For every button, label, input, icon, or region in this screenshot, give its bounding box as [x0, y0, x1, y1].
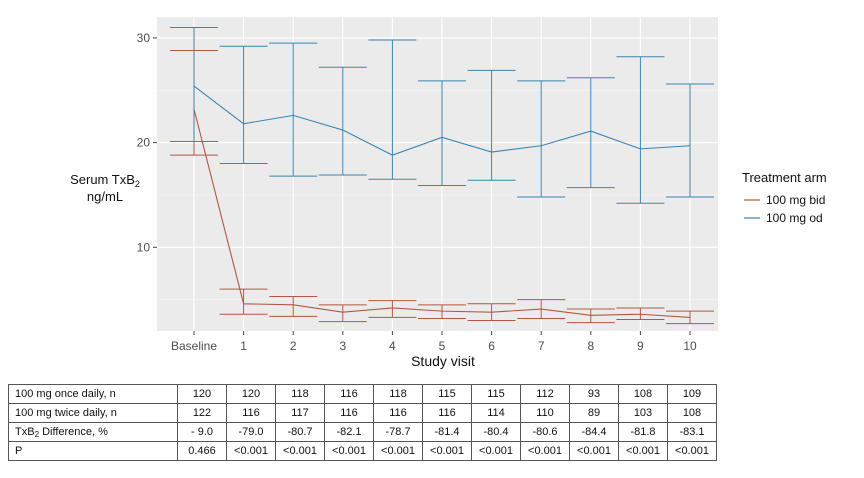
series-line — [193, 85, 691, 156]
x-axis-ticks: Baseline 1 2 3 4 5 6 7 8 9 10 — [171, 331, 697, 353]
table-cell: 108 — [618, 384, 668, 404]
series-od — [170, 26, 714, 204]
y-axis-label: Serum TxB2 — [70, 172, 140, 189]
table-cell: -80.4 — [471, 422, 521, 442]
table-cell: 115 — [471, 384, 521, 404]
row-label-once-daily: 100 mg once daily, n — [8, 384, 178, 404]
table-cell: 110 — [520, 403, 570, 423]
table-cell: <0.001 — [569, 441, 619, 461]
x-tick-label: 1 — [240, 339, 247, 353]
x-axis-label: Study visit — [411, 353, 475, 369]
table-cell: 0.466 — [177, 441, 227, 461]
table-cell: 89 — [569, 403, 619, 423]
table-cell: 120 — [226, 384, 276, 404]
table-cell: -81.8 — [618, 422, 668, 442]
x-tick-label: 10 — [683, 339, 697, 353]
table-cell: 117 — [275, 403, 325, 423]
x-tick-label: 2 — [290, 339, 297, 353]
y-tick-label: 20 — [137, 136, 151, 150]
y-tick-label: 10 — [137, 240, 151, 254]
legend-label-bid: 100 mg bid — [766, 193, 825, 207]
table-cell: -79.0 — [226, 422, 276, 442]
table-cell: - 9.0 — [177, 422, 227, 442]
chart: 10 20 30 Baseline 1 2 3 4 5 6 7 8 9 10 Serum TxB2 ng… — [70, 17, 827, 369]
legend-label-od: 100 mg od — [766, 211, 823, 225]
summary-table: 100 mg once daily, n 120 120 118 116 118… — [8, 384, 717, 461]
x-tick-label: Baseline — [171, 339, 217, 353]
table-cell: 108 — [667, 403, 717, 423]
legend-title: Treatment arm — [742, 170, 827, 185]
table-cell: -83.1 — [667, 422, 717, 442]
table-cell: -80.6 — [520, 422, 570, 442]
table-cell: -80.7 — [275, 422, 325, 442]
x-tick-label: 4 — [389, 339, 396, 353]
row-label-difference: TxB2 Difference, % — [8, 422, 178, 442]
table-cell: -82.1 — [324, 422, 374, 442]
row-label-p: P — [8, 441, 178, 461]
table-cell: <0.001 — [471, 441, 521, 461]
table-cell: 120 — [177, 384, 227, 404]
table-cell: 109 — [667, 384, 717, 404]
table-row: 100 mg twice daily, n 122 116 117 116 11… — [8, 403, 717, 423]
table-cell: <0.001 — [226, 441, 276, 461]
table-cell: <0.001 — [667, 441, 717, 461]
table-cell: <0.001 — [422, 441, 472, 461]
table-cell: <0.001 — [520, 441, 570, 461]
table-row: TxB2 Difference, % - 9.0 -79.0 -80.7 -82… — [8, 422, 717, 442]
table-cell: 118 — [275, 384, 325, 404]
table-cell: <0.001 — [324, 441, 374, 461]
table-cell: <0.001 — [275, 441, 325, 461]
table-cell: 116 — [422, 403, 472, 423]
series-bid — [170, 49, 714, 325]
table-cell: 114 — [471, 403, 521, 423]
series-line — [193, 108, 691, 318]
table-cell: <0.001 — [373, 441, 423, 461]
y-tick-label: 30 — [137, 31, 151, 45]
table-cell: 116 — [324, 384, 374, 404]
table-cell: 122 — [177, 403, 227, 423]
x-tick-label: 7 — [538, 339, 545, 353]
table-cell: -78.7 — [373, 422, 423, 442]
table-cell: <0.001 — [618, 441, 668, 461]
legend: Treatment arm 100 mg bid 100 mg od — [742, 170, 827, 225]
table-cell: 116 — [324, 403, 374, 423]
y-axis-label-units: ng/mL — [87, 189, 123, 204]
x-tick-label: 9 — [637, 339, 644, 353]
table-cell: 116 — [226, 403, 276, 423]
x-tick-label: 6 — [488, 339, 495, 353]
table-row: P 0.466 <0.001 <0.001 <0.001 <0.001 <0.0… — [8, 441, 717, 461]
y-axis-ticks: 10 20 30 — [137, 31, 157, 254]
table-cell: 115 — [422, 384, 472, 404]
table-cell: 103 — [618, 403, 668, 423]
row-label-twice-daily: 100 mg twice daily, n — [8, 403, 178, 423]
table-cell: -84.4 — [569, 422, 619, 442]
table-cell: 118 — [373, 384, 423, 404]
table-cell: 112 — [520, 384, 570, 404]
x-tick-label: 8 — [587, 339, 594, 353]
table-cell: -81.4 — [422, 422, 472, 442]
series-layer — [170, 26, 714, 325]
plot-panel — [157, 17, 718, 331]
x-tick-label: 5 — [439, 339, 446, 353]
table-cell: 116 — [373, 403, 423, 423]
table-cell: 93 — [569, 384, 619, 404]
x-tick-label: 3 — [339, 339, 346, 353]
table-row: 100 mg once daily, n 120 120 118 116 118… — [8, 384, 717, 404]
